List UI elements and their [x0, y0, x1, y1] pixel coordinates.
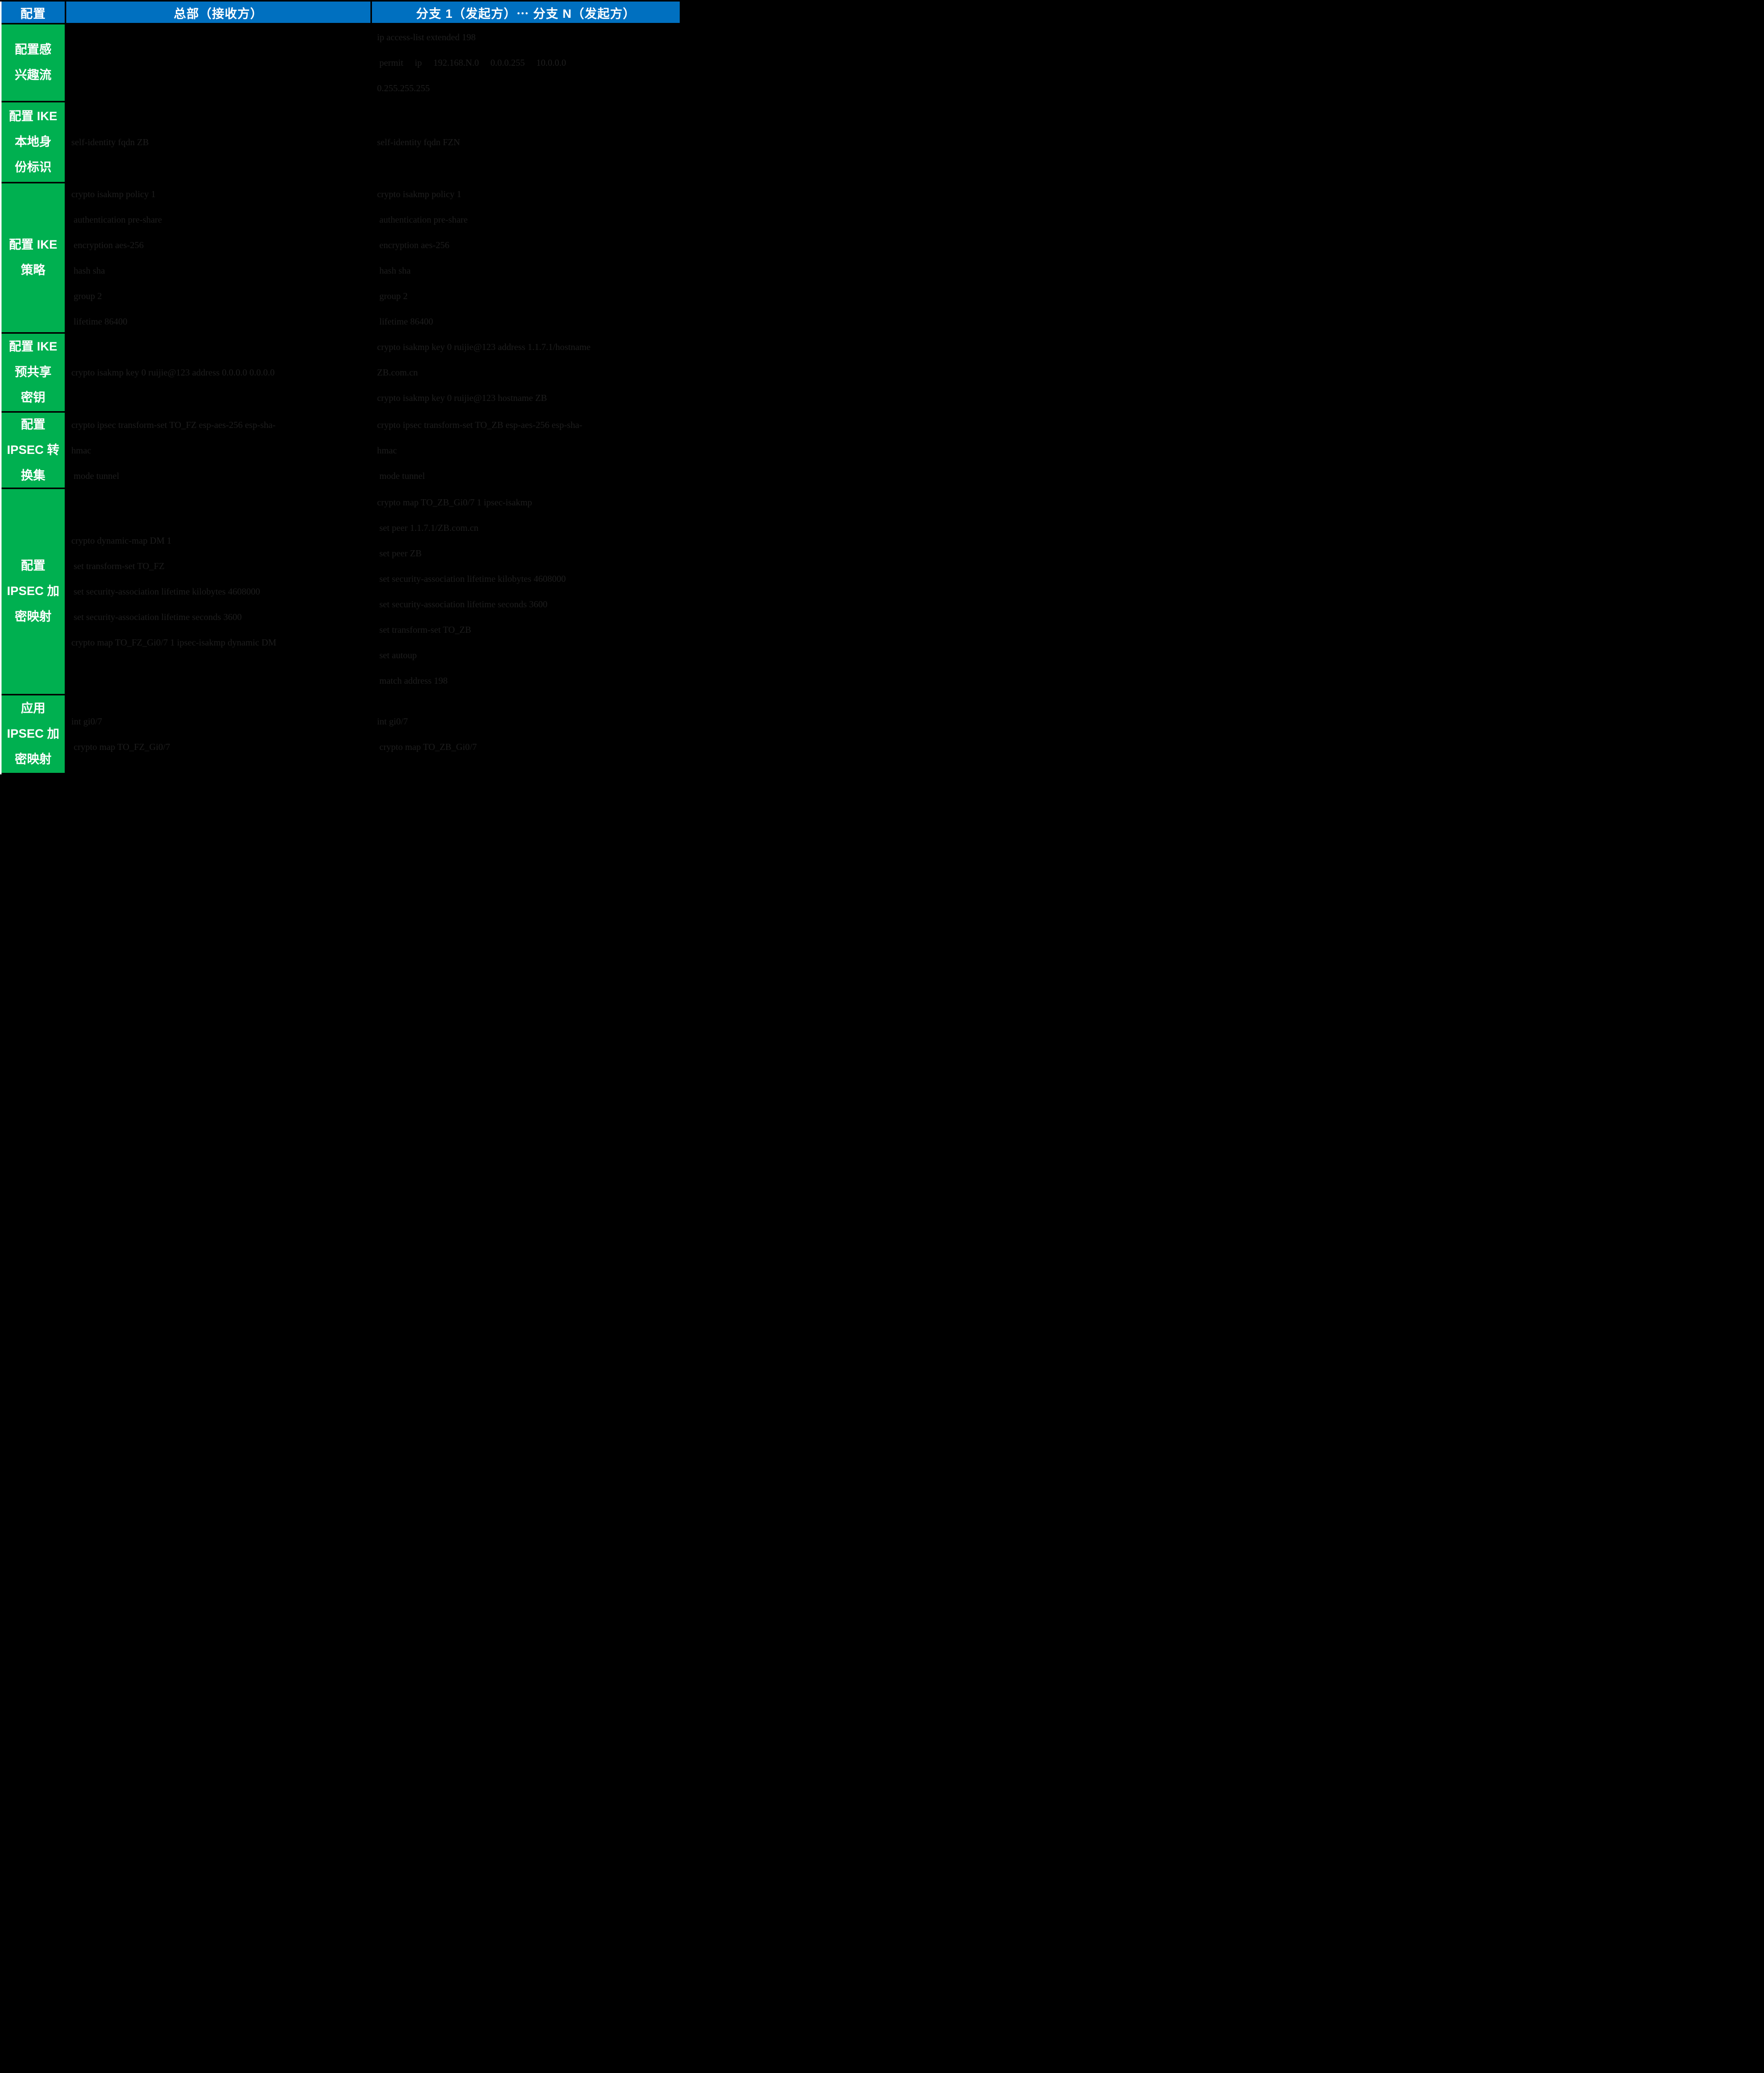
code-line: permit ip 192.168.N.0 0.0.0.255 10.0.0.0	[377, 58, 567, 68]
hq-code-interesting-traffic	[66, 24, 370, 101]
code-line: authentication pre-share	[377, 214, 468, 225]
code-line: set security-association lifetime second…	[377, 599, 548, 609]
code-line: crypto isakmp key 0 ruijie@123 address 1…	[377, 342, 591, 352]
branch-code-ike-policy: crypto isakmp policy 1 authentication pr…	[372, 183, 680, 332]
code-line: crypto isakmp key 0 ruijie@123 hostname …	[377, 393, 547, 403]
code-line: set transform-set TO_FZ	[71, 561, 165, 571]
code-line: crypto ipsec transform-set TO_ZB esp-aes…	[377, 419, 582, 430]
branch-code-interesting-traffic: ip access-list extended 198 permit ip 19…	[372, 24, 680, 101]
branch-code-apply-crypto-map: int gi0/7 crypto map TO_ZB_Gi0/7	[372, 695, 680, 773]
code-line: match address 198	[377, 676, 448, 686]
code-line: set security-association lifetime kiloby…	[71, 586, 260, 597]
hq-code-apply-crypto-map: int gi0/7 crypto map TO_FZ_Gi0/7	[66, 695, 370, 773]
code-line: set peer ZB	[377, 548, 422, 558]
row-label-ipsec-crypto-map: 配置 IPSEC 加 密映射	[2, 489, 65, 694]
hq-code-ipsec-transform-set: crypto ipsec transform-set TO_FZ esp-aes…	[66, 413, 370, 488]
code-line: crypto isakmp policy 1	[377, 189, 462, 199]
code-line: crypto map TO_FZ_Gi0/7	[71, 742, 170, 752]
hq-code-ipsec-crypto-map: crypto dynamic-map DM 1 set transform-se…	[66, 489, 370, 694]
row-label-interesting-traffic: 配置感 兴趣流	[2, 24, 65, 101]
hq-code-ike-identity: self-identity fqdn ZB	[66, 102, 370, 182]
code-line: authentication pre-share	[71, 214, 162, 225]
code-line: lifetime 86400	[71, 316, 127, 327]
row-label-ike-psk: 配置 IKE 预共享 密钥	[2, 334, 65, 411]
ipsec-config-table: 配置 总部（接收方） 分支 1（发起方）⋯ 分支 N（发起方） 配置感 兴趣流 …	[2, 2, 680, 799]
code-line: crypto map TO_ZB_Gi0/7 1 ipsec-isakmp	[377, 497, 532, 507]
code-line: group 2	[71, 291, 102, 301]
code-line: encryption aes-256	[377, 240, 449, 250]
header-cell-branch: 分支 1（发起方）⋯ 分支 N（发起方）	[372, 2, 680, 23]
code-line: crypto isakmp policy 1	[71, 189, 156, 199]
code-line: ip access-list extended 198	[377, 32, 476, 42]
branch-code-ipsec-crypto-map: crypto map TO_ZB_Gi0/7 1 ipsec-isakmp se…	[372, 489, 680, 694]
code-line: lifetime 86400	[377, 316, 433, 327]
code-line: set peer 1.1.7.1/ZB.com.cn	[377, 523, 478, 533]
row-label-ipsec-transform-set: 配置 IPSEC 转 换集	[2, 413, 65, 488]
branch-code-ike-psk: crypto isakmp key 0 ruijie@123 address 1…	[372, 334, 680, 411]
code-line: mode tunnel	[377, 470, 425, 481]
code-line: crypto dynamic-map DM 1	[71, 535, 172, 546]
code-line: crypto ipsec transform-set TO_FZ esp-aes…	[71, 419, 276, 430]
code-line: crypto isakmp key 0 ruijie@123 address 0…	[71, 367, 275, 378]
row-label-ike-policy: 配置 IKE 策略	[2, 183, 65, 332]
code-line: hmac	[377, 445, 397, 455]
code-line: set transform-set TO_ZB	[377, 625, 471, 635]
code-line: self-identity fqdn FZN	[377, 137, 460, 147]
code-line: set security-association lifetime kiloby…	[377, 574, 566, 584]
code-line: group 2	[377, 291, 408, 301]
row-label-ike-identity: 配置 IKE 本地身 份标识	[2, 102, 65, 182]
code-line: crypto map TO_FZ_Gi0/7 1 ipsec-isakmp dy…	[71, 637, 277, 648]
code-line: self-identity fqdn ZB	[71, 137, 149, 147]
code-line: int gi0/7	[377, 716, 408, 726]
code-line: hmac	[71, 445, 91, 455]
code-line: 0.255.255.255	[377, 83, 430, 93]
branch-code-ipsec-transform-set: crypto ipsec transform-set TO_ZB esp-aes…	[372, 413, 680, 488]
branch-code-ike-identity: self-identity fqdn FZN	[372, 102, 680, 182]
code-line: set autoup	[377, 650, 417, 660]
hq-code-ike-policy: crypto isakmp policy 1 authentication pr…	[66, 183, 370, 332]
header-cell-hq: 总部（接收方）	[66, 2, 370, 23]
code-line: mode tunnel	[71, 470, 119, 481]
row-label-apply-crypto-map: 应用 IPSEC 加 密映射	[2, 695, 65, 773]
code-line: set security-association lifetime second…	[71, 612, 242, 622]
hq-code-ike-psk: crypto isakmp key 0 ruijie@123 address 0…	[66, 334, 370, 411]
code-line: crypto map TO_ZB_Gi0/7	[377, 742, 477, 752]
code-line: hash sha	[71, 265, 105, 276]
code-line: encryption aes-256	[71, 240, 144, 250]
code-line: ZB.com.cn	[377, 367, 418, 378]
header-cell-config: 配置	[2, 2, 65, 23]
code-line: int gi0/7	[71, 716, 102, 726]
page-left-edge	[0, 2, 2, 774]
bottom-filler	[2, 774, 680, 799]
code-line: hash sha	[377, 265, 411, 276]
